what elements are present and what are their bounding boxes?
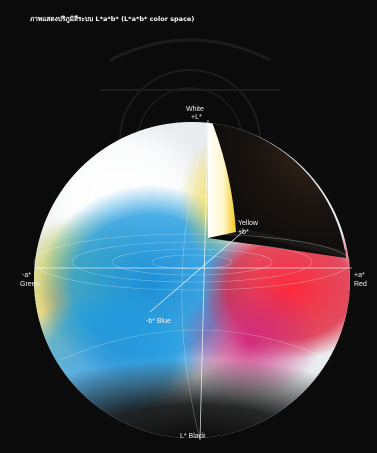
minus-a-label: -a*	[22, 272, 31, 279]
sphere-gridlines	[33, 121, 351, 441]
white-label: White	[186, 106, 204, 113]
black-label: L* Black	[180, 433, 206, 440]
axes	[34, 119, 352, 441]
plus-b-label: +b*	[238, 229, 249, 236]
b-axis	[149, 229, 246, 313]
sphere-colors	[34, 122, 350, 438]
red-label: Red	[354, 281, 367, 288]
green-label: Green	[20, 281, 40, 288]
yellow-label: Yellow	[238, 220, 258, 227]
l-axis	[199, 119, 209, 441]
diagram-title: ภาพแสดงปริภูมิสีระบบ L*a*b* (L*a*b* colo…	[30, 15, 195, 23]
plus-a-label: +a*	[354, 272, 365, 279]
plus-l-label: +L*	[191, 114, 202, 121]
minus-b-blue-label: -b* Blue	[146, 318, 171, 325]
